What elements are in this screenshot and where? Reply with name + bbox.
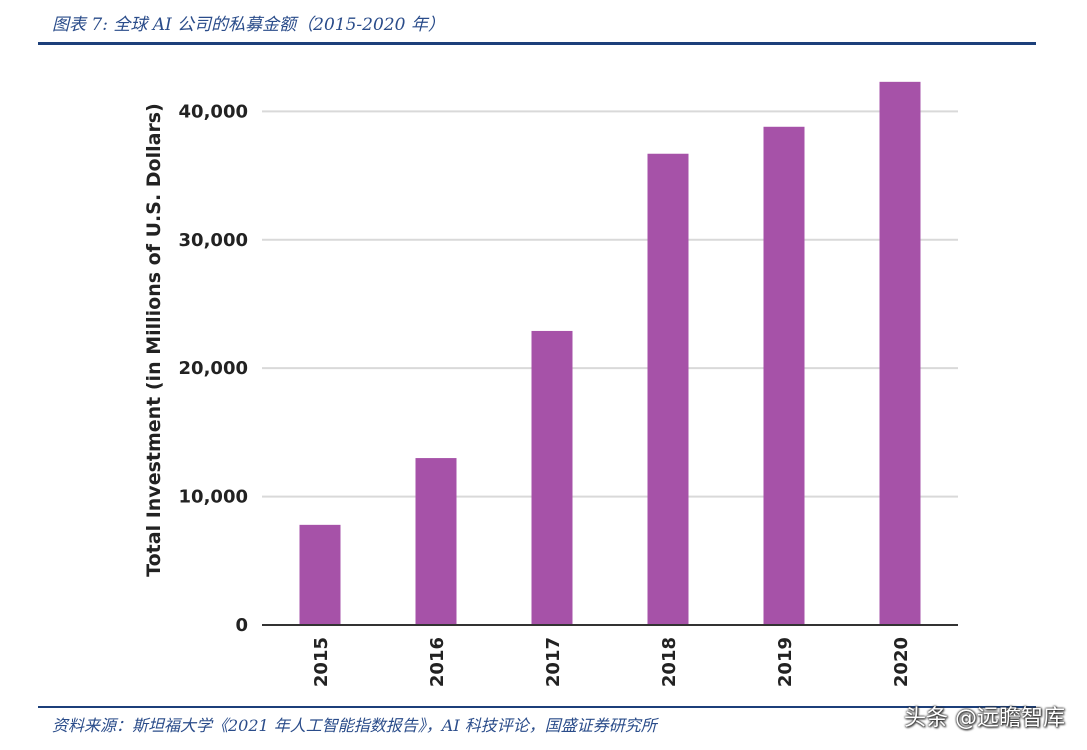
source-note: 资料来源：斯坦福大学《2021 年人工智能指数报告》，AI 科技评论，国盛证券研…: [52, 716, 657, 735]
figure-title: 图表 7: 全球 AI 公司的私募金额（2015-2020 年）: [52, 15, 445, 35]
bar-2015: [299, 524, 341, 625]
bar-2020: [879, 81, 921, 626]
gridlines: [262, 110, 958, 498]
y-tick-label: 20,000: [179, 358, 248, 379]
y-tick-label: 40,000: [179, 101, 248, 122]
x-tick-label: 2018: [659, 637, 680, 687]
y-axis-label: Total Investment (in Millions of U.S. Do…: [143, 103, 165, 577]
bar-2016: [415, 458, 457, 625]
source-rule: [38, 706, 1036, 708]
axes: 0 10,000 20,000 30,000 40,000 2015 2016 2017 201…: [179, 101, 958, 687]
y-tick-label: 0: [235, 615, 248, 636]
y-tick-label: 30,000: [179, 230, 248, 251]
y-tick-label: 10,000: [179, 487, 248, 508]
x-tick-label: 2017: [543, 637, 564, 687]
bar-2018: [647, 153, 689, 625]
x-tick-label: 2020: [891, 637, 912, 687]
bar-2019: [763, 126, 805, 625]
x-tick-label: 2015: [311, 637, 332, 687]
bars: [299, 81, 921, 626]
x-tick-label: 2016: [427, 637, 448, 687]
x-tick-label: 2019: [775, 637, 796, 687]
watermark: 头条 @远瞻智库: [904, 706, 1065, 731]
bar-chart: 0 10,000 20,000 30,000 40,000 2015 2016 2017 201…: [143, 81, 958, 687]
bar-2017: [531, 330, 573, 625]
title-rule: [38, 42, 1036, 45]
